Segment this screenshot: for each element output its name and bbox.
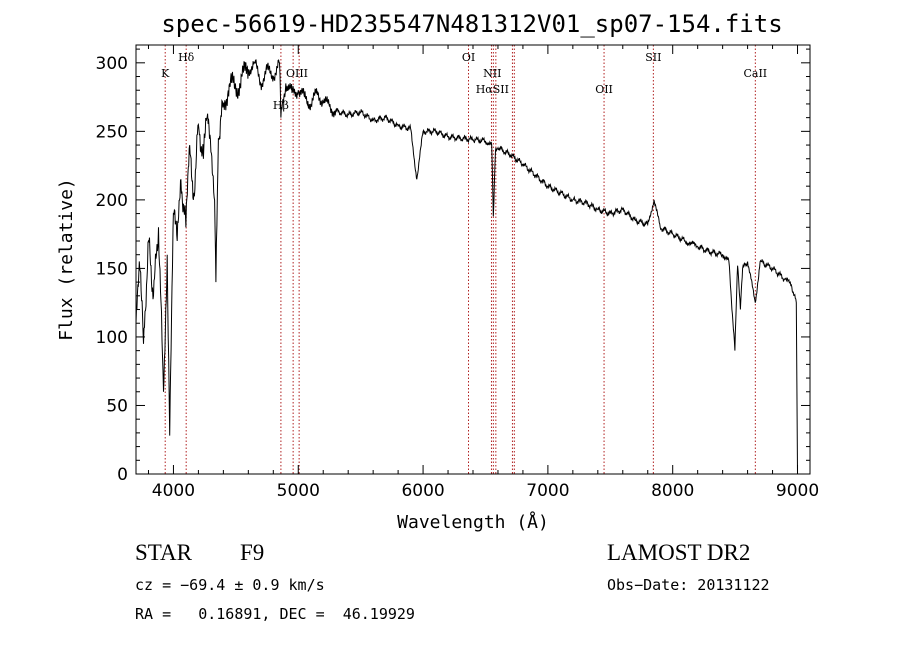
y-tick-label: 250 <box>96 122 128 142</box>
spectral-line-label: OI <box>462 51 475 64</box>
x-axis-label: Wavelength (Å) <box>397 511 549 533</box>
chart-title: spec-56619-HD235547N481312V01_sp07-154.f… <box>161 10 782 38</box>
y-tick-label: 150 <box>96 259 128 279</box>
x-tick-label: 4000 <box>152 481 195 501</box>
y-tick-label: 300 <box>96 54 128 74</box>
y-tick-label: 50 <box>106 396 128 416</box>
spectral-line-label: HαSII <box>476 83 509 96</box>
x-tick-label: 5000 <box>277 481 320 501</box>
redshift-value: cz = −69.4 ± 0.9 km/s <box>135 576 325 594</box>
observation-date: Obs−Date: 20131122 <box>607 576 770 594</box>
y-tick-label: 100 <box>96 328 128 348</box>
x-tick-label: 6000 <box>401 481 444 501</box>
x-tick-label: 9000 <box>776 481 819 501</box>
flux-series-line <box>135 59 798 475</box>
spectral-line-label: CaII <box>743 67 767 80</box>
survey-name: LAMOST DR2 <box>607 540 751 565</box>
axis-ticks: 4000 5000 6000 7000 8000 9000 0 50 100 150 200 250 3… <box>96 45 819 501</box>
spectral-line-label: SII <box>645 51 661 64</box>
spectral-line-label: OII <box>595 83 613 96</box>
spectral-class: F9 <box>240 540 265 565</box>
x-tick-label: 7000 <box>526 481 569 501</box>
spectral-line-markers <box>164 45 756 474</box>
plot-frame <box>135 44 811 475</box>
coordinates: RA = 0.16891, DEC = 46.19929 <box>135 605 415 623</box>
object-type: STAR <box>135 540 192 565</box>
y-tick-label: 200 <box>96 191 128 211</box>
y-tick-label: 0 <box>117 465 128 485</box>
spectral-line-label: NII <box>483 67 501 80</box>
spectral-line-label: K <box>161 67 170 80</box>
x-tick-label: 8000 <box>651 481 694 501</box>
spectral-line-label: OIII <box>286 67 308 80</box>
y-axis-label: Flux (relative) <box>56 178 77 341</box>
spectral-line-label: Hδ <box>178 51 195 64</box>
